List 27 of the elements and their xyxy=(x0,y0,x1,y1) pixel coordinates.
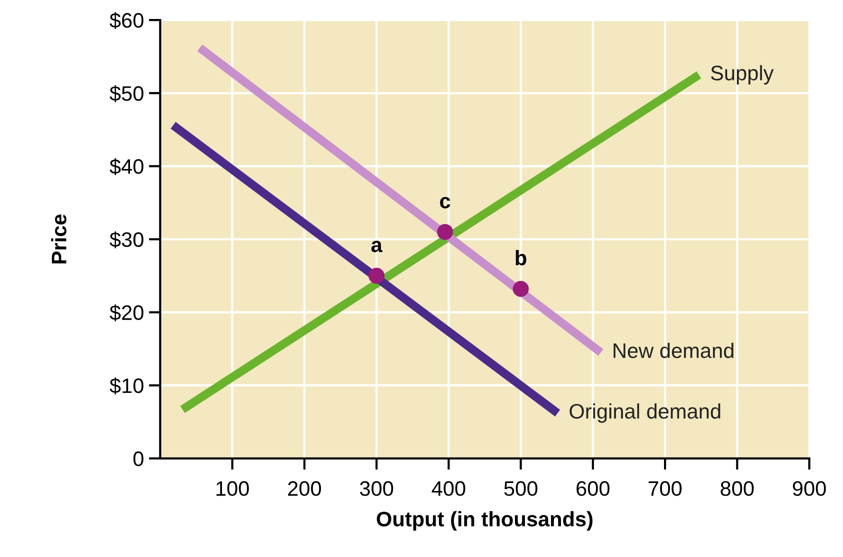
x-axis-title: Output (in thousands) xyxy=(376,511,592,531)
y-axis-title: Price xyxy=(51,214,66,264)
x-tick-label: 500 xyxy=(504,481,538,496)
x-tick-label: 300 xyxy=(360,481,394,496)
x-tick-label: 700 xyxy=(648,481,682,496)
series-label: New demand xyxy=(614,342,734,358)
x-tick-label: 900 xyxy=(792,481,826,496)
annotation: c xyxy=(440,196,450,208)
y-tick-label: $50 xyxy=(110,85,144,102)
y-tick-label: $60 xyxy=(110,12,144,30)
x-tick-label: 600 xyxy=(576,481,610,496)
series-label: Supply xyxy=(710,65,774,85)
x-tick-label: 200 xyxy=(288,481,321,496)
y-tick-label: $40 xyxy=(110,158,144,176)
x-tick-label: 800 xyxy=(720,481,754,496)
annotation: a xyxy=(371,240,382,252)
y-tick-label: 0 xyxy=(133,451,144,466)
y-tick-label: $30 xyxy=(110,231,144,248)
y-tick-label: $20 xyxy=(110,304,144,322)
x-tick-label: 100 xyxy=(216,481,249,496)
point xyxy=(368,268,385,284)
x-tick-label: 400 xyxy=(432,481,466,496)
series-label: Original demand xyxy=(570,403,720,423)
y-tick-label: $10 xyxy=(110,377,144,394)
point xyxy=(512,280,529,297)
annotation: b xyxy=(516,250,526,266)
point xyxy=(437,224,454,240)
